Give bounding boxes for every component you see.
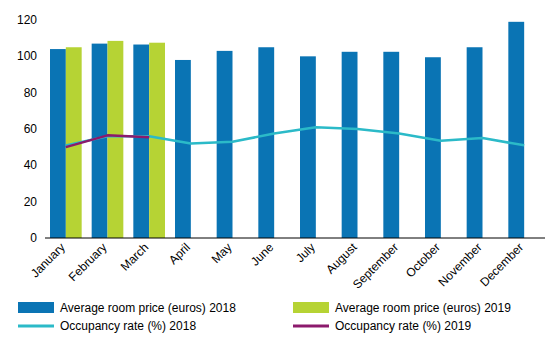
x-tick-label: March bbox=[118, 240, 151, 273]
bar bbox=[383, 52, 399, 238]
bar bbox=[300, 56, 316, 238]
y-tick-label: 20 bbox=[24, 195, 38, 209]
chart-container: 0 20 40 60 80 100 120 JanuaryFebruaryMarch April… bbox=[0, 0, 553, 340]
y-tick-label: 40 bbox=[24, 158, 38, 172]
y-tick-label: 80 bbox=[24, 86, 38, 100]
x-tick-label: January bbox=[28, 240, 68, 280]
bar bbox=[342, 52, 358, 238]
bar bbox=[467, 47, 483, 238]
x-tick-label: November bbox=[436, 240, 485, 289]
bar bbox=[175, 60, 191, 238]
x-tick-label: June bbox=[248, 240, 277, 269]
bar bbox=[508, 22, 524, 238]
legend-label: Average room price (euros) 2018 bbox=[60, 301, 236, 315]
y-tick-label: 100 bbox=[17, 49, 37, 63]
bar bbox=[258, 47, 274, 238]
legend-item: Occupancy rate (%) 2018 bbox=[18, 319, 196, 333]
bar bbox=[108, 41, 124, 238]
bar bbox=[425, 57, 441, 238]
y-tick-label: 60 bbox=[24, 122, 38, 136]
chart: 0 20 40 60 80 100 120 JanuaryFebruaryMarch April… bbox=[0, 0, 553, 340]
x-tick-label: December bbox=[477, 240, 526, 289]
legend-label: Occupancy rate (%) 2019 bbox=[335, 319, 471, 333]
x-tick-label: August bbox=[323, 240, 360, 277]
x-tick-label: October bbox=[403, 240, 443, 280]
legend-swatch bbox=[18, 325, 54, 328]
legend-label: Occupancy rate (%) 2018 bbox=[60, 319, 196, 333]
bar bbox=[133, 45, 149, 238]
legend-item: Average room price (euros) 2019 bbox=[293, 301, 511, 315]
x-tick-label: July bbox=[293, 240, 318, 265]
line bbox=[66, 135, 149, 147]
y-tick-label: 0 bbox=[30, 231, 37, 245]
legend-label: Average room price (euros) 2019 bbox=[335, 301, 511, 315]
legend-item: Average room price (euros) 2018 bbox=[18, 301, 236, 315]
legend-swatch bbox=[18, 302, 54, 313]
x-tick-label: September bbox=[350, 240, 401, 291]
bar bbox=[50, 49, 66, 238]
x-tick-label: February bbox=[66, 240, 110, 284]
x-tick-label: April bbox=[166, 240, 193, 267]
x-axis-line bbox=[45, 238, 545, 239]
bar bbox=[149, 43, 165, 238]
y-tick-label: 120 bbox=[17, 13, 37, 27]
legend-swatch bbox=[293, 325, 329, 328]
x-tick-label: May bbox=[209, 240, 235, 266]
bar bbox=[92, 44, 108, 238]
legend-swatch bbox=[293, 302, 329, 313]
legend-item: Occupancy rate (%) 2019 bbox=[293, 319, 471, 333]
marks bbox=[50, 22, 524, 238]
bar bbox=[217, 51, 233, 238]
